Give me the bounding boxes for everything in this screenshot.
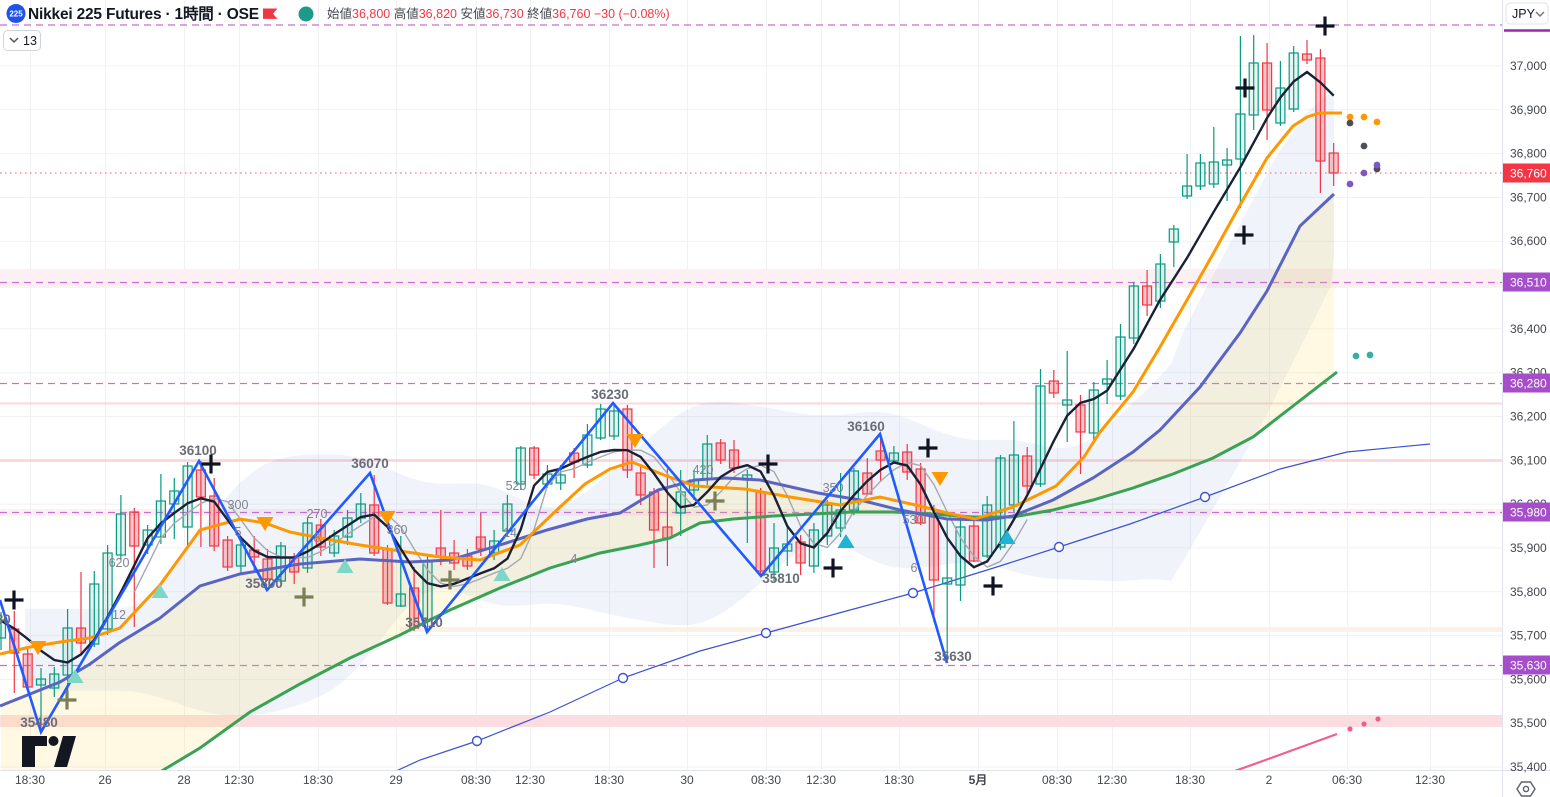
- svg-text:18:30: 18:30: [15, 773, 45, 787]
- svg-text:35,700: 35,700: [1510, 629, 1547, 643]
- svg-text:520: 520: [506, 479, 527, 493]
- svg-text:36160: 36160: [847, 419, 885, 434]
- svg-text:35,600: 35,600: [1510, 672, 1547, 686]
- svg-text:35800: 35800: [245, 576, 283, 591]
- svg-text:36100: 36100: [179, 443, 217, 458]
- svg-text:300: 300: [228, 498, 249, 512]
- svg-text:35480: 35480: [20, 715, 58, 730]
- svg-text:270: 270: [307, 507, 328, 521]
- svg-text:18:30: 18:30: [594, 773, 624, 787]
- svg-text:36,760: 36,760: [1510, 167, 1547, 181]
- svg-text:620: 620: [109, 556, 130, 570]
- svg-text:36,600: 36,600: [1510, 234, 1547, 248]
- svg-text:36,800: 36,800: [1510, 147, 1547, 161]
- svg-text:18:30: 18:30: [1175, 773, 1205, 787]
- svg-text:26: 26: [98, 773, 112, 787]
- svg-text:14: 14: [503, 526, 517, 540]
- svg-text:36,400: 36,400: [1510, 322, 1547, 336]
- svg-text:5月: 5月: [969, 773, 988, 787]
- svg-text:06:30: 06:30: [1332, 773, 1362, 787]
- svg-text:36,280: 36,280: [1510, 377, 1547, 391]
- svg-text:36,900: 36,900: [1510, 103, 1547, 117]
- svg-text:08:30: 08:30: [751, 773, 781, 787]
- svg-text:4: 4: [571, 552, 578, 566]
- svg-text:18:30: 18:30: [884, 773, 914, 787]
- svg-text:12:30: 12:30: [515, 773, 545, 787]
- svg-text:37,000: 37,000: [1510, 59, 1547, 73]
- svg-text:36070: 36070: [351, 456, 389, 471]
- svg-text:36,510: 36,510: [1510, 276, 1547, 290]
- svg-text:35,400: 35,400: [1510, 760, 1547, 774]
- svg-text:8: 8: [314, 531, 321, 545]
- svg-text:始値36,800 高値36,820 安値36,730 終値3: 始値36,800 高値36,820 安値36,730 終値36,760 −30 …: [327, 6, 670, 21]
- svg-text:JPY: JPY: [1512, 7, 1536, 21]
- svg-text:35,630: 35,630: [1510, 659, 1547, 673]
- svg-text:5: 5: [235, 525, 242, 539]
- svg-text:12:30: 12:30: [1097, 773, 1127, 787]
- svg-text:08:30: 08:30: [461, 773, 491, 787]
- svg-text:36,100: 36,100: [1510, 453, 1547, 467]
- svg-text:35710: 35710: [405, 615, 443, 630]
- svg-text:35,900: 35,900: [1510, 541, 1547, 555]
- svg-text:530: 530: [903, 513, 924, 527]
- svg-text:36,700: 36,700: [1510, 190, 1547, 204]
- svg-text:29: 29: [389, 773, 403, 787]
- svg-text:35,980: 35,980: [1510, 506, 1547, 520]
- svg-text:2: 2: [1266, 773, 1273, 787]
- svg-text:08:30: 08:30: [1042, 773, 1072, 787]
- svg-text:420: 420: [693, 463, 714, 477]
- svg-text:7: 7: [830, 512, 837, 526]
- svg-text:35630: 35630: [934, 649, 972, 664]
- svg-text:225: 225: [9, 10, 23, 19]
- svg-text:12: 12: [112, 608, 126, 622]
- svg-text:350: 350: [823, 481, 844, 495]
- svg-text:35,800: 35,800: [1510, 585, 1547, 599]
- svg-text:18:30: 18:30: [303, 773, 333, 787]
- svg-text:30: 30: [680, 773, 694, 787]
- svg-text:6: 6: [911, 561, 918, 575]
- svg-text:12:30: 12:30: [1415, 773, 1445, 787]
- svg-text:36230: 36230: [591, 387, 629, 402]
- svg-text:36,200: 36,200: [1510, 410, 1547, 424]
- svg-text:35810: 35810: [762, 571, 800, 586]
- svg-text:12:30: 12:30: [806, 773, 836, 787]
- svg-text:12:30: 12:30: [224, 773, 254, 787]
- svg-text:13: 13: [23, 34, 37, 48]
- svg-text:Nikkei 225 Futures · 1時間 · OSE: Nikkei 225 Futures · 1時間 · OSE: [28, 4, 259, 23]
- svg-text:28: 28: [177, 773, 191, 787]
- svg-text:35,500: 35,500: [1510, 716, 1547, 730]
- svg-text:35680: 35680: [0, 612, 11, 627]
- svg-text:360: 360: [387, 523, 408, 537]
